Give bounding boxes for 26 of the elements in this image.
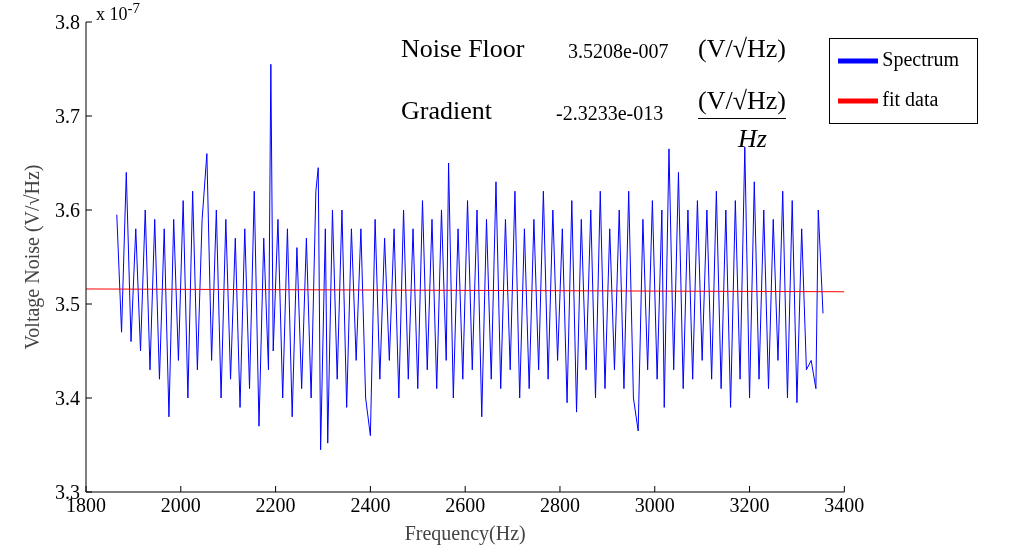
annotation: (V/√Hz)	[698, 86, 786, 119]
x-tick-label: 2800	[539, 494, 580, 517]
annotation: Gradient	[401, 96, 492, 126]
x-axis-title: Frequency(Hz)	[404, 522, 526, 545]
y-axis-title: Voltage Noise (V/√Hz)	[21, 164, 45, 350]
annotation: (V/√Hz)	[698, 34, 786, 64]
y-tick-label: 3.4	[55, 387, 80, 410]
line-series	[116, 63, 824, 451]
annotation: x 10$^{-7}$	[96, 0, 140, 24]
annotation: 3.5208e-007	[568, 40, 669, 63]
x-tick-label: 3400	[824, 494, 865, 517]
legend-label: Spectrum	[882, 47, 959, 70]
x-tick-label: 3000	[634, 494, 675, 517]
annotation: Noise Floor	[401, 34, 525, 64]
annotation: -2.3233e-013	[556, 102, 664, 125]
y-tick-label: 3.7	[55, 105, 80, 128]
y-tick-label: 3.5	[55, 293, 80, 316]
x-tick-label: 2200	[255, 494, 296, 517]
x-tick-label: 2600	[445, 494, 486, 517]
annotation: Hz	[738, 124, 767, 154]
x-tick-label: 2000	[160, 494, 201, 517]
legend-label: fit data	[882, 87, 939, 110]
y-tick-label: 3.8	[55, 11, 80, 34]
y-tick-label: 3.6	[55, 199, 80, 222]
x-tick-label: 3200	[729, 494, 770, 517]
x-tick-label: 2400	[350, 494, 391, 517]
